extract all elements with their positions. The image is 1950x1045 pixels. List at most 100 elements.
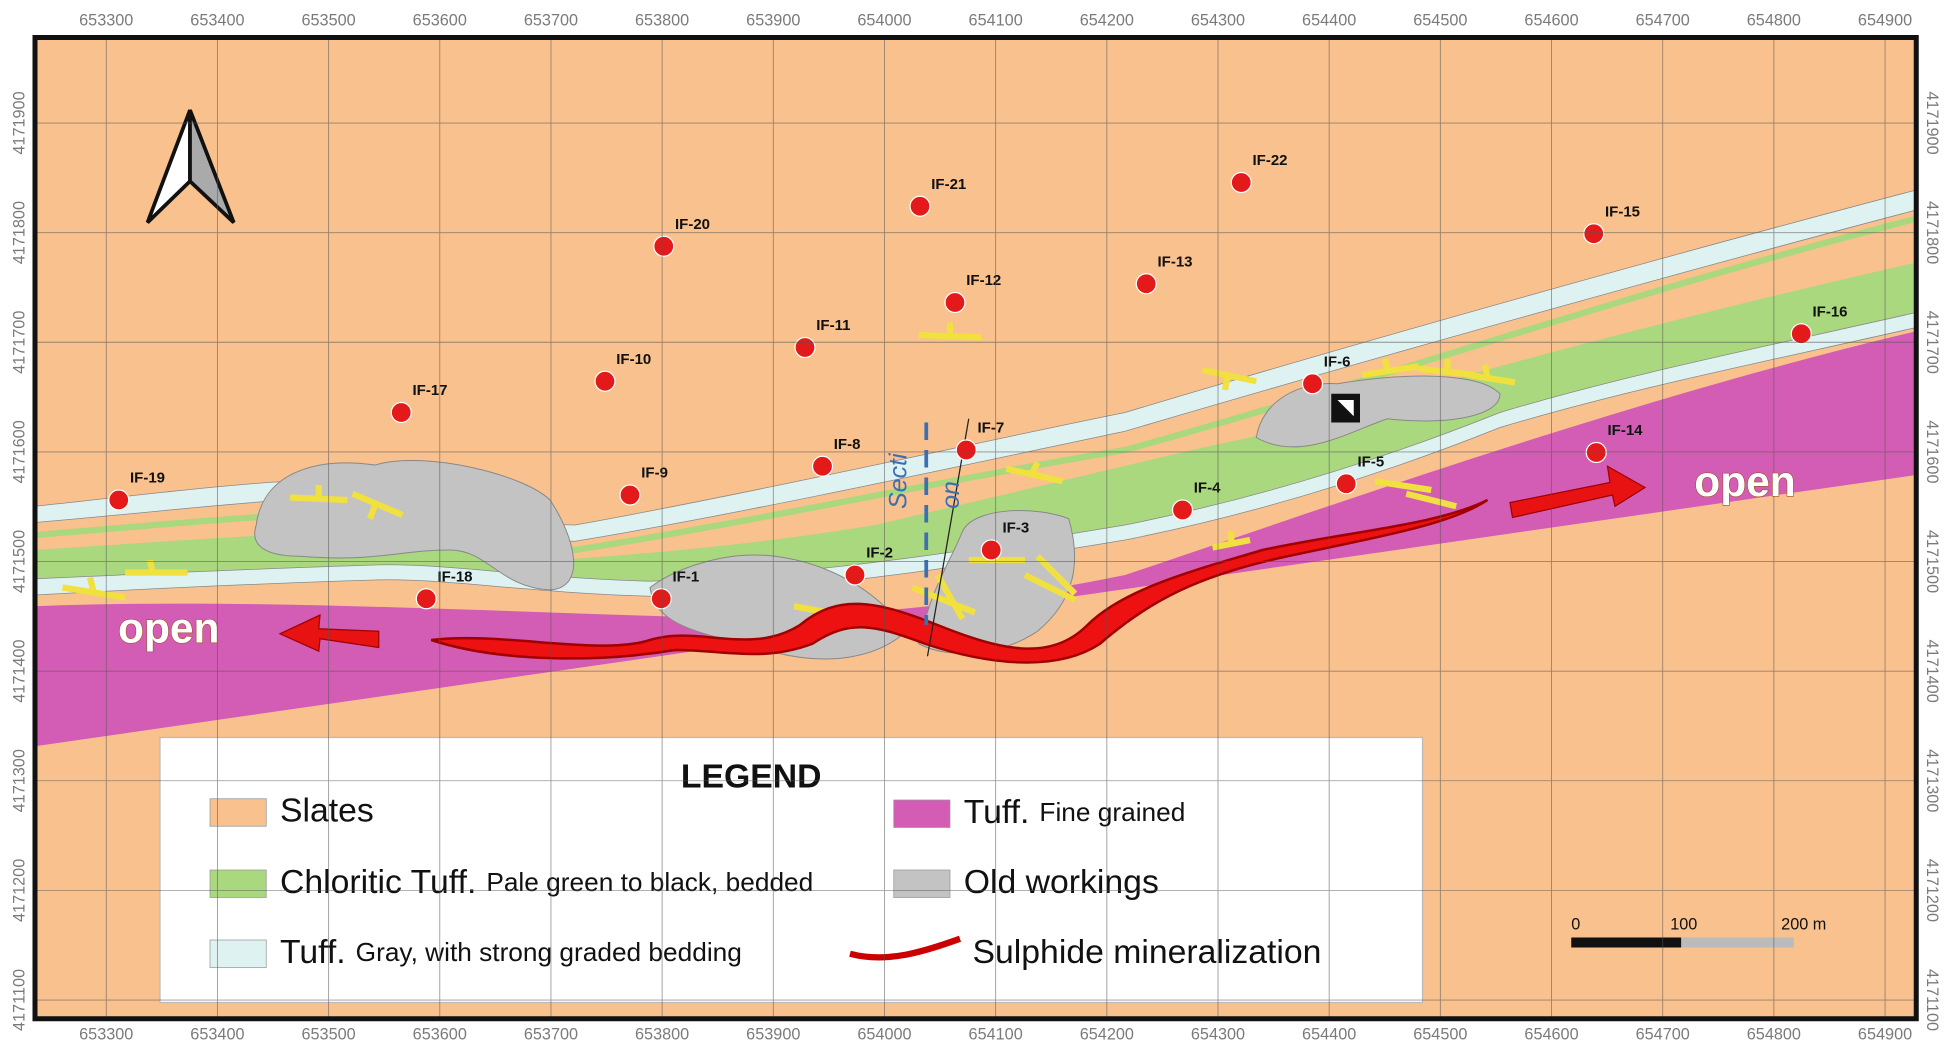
y-tick-label: 4171300: [1923, 749, 1941, 812]
x-tick-label: 654400: [1302, 1025, 1356, 1043]
drill-hole: [1583, 223, 1605, 245]
y-tick-label: 4171600: [10, 420, 28, 483]
drill-hole: [1230, 171, 1252, 194]
strike-symbol: [1005, 461, 1458, 510]
x-tick-label: 653300: [79, 1025, 133, 1043]
drill-hole: [944, 291, 966, 314]
legend-swatch: [209, 869, 267, 898]
legend-title: LEGEND: [681, 758, 822, 796]
drill-hole: [1335, 473, 1357, 495]
x-tick-label: 654100: [969, 1025, 1023, 1043]
legend-swatch: [209, 798, 267, 827]
legend-name: Tuff.: [280, 933, 346, 971]
y-tick-label: 4171500: [1923, 530, 1941, 593]
legend-label: Tuff. Gray, with strong graded bedding: [280, 933, 742, 971]
x-tick-label: 653700: [524, 12, 578, 30]
drill-hole-label: IF-8: [834, 436, 861, 453]
drill-hole-label: IF-15: [1605, 203, 1640, 220]
scale-label: 0: [1571, 915, 1580, 933]
x-tick-label: 653600: [413, 1025, 467, 1043]
old-working: [254, 459, 575, 591]
legend-label: Tuff. Fine grained: [964, 793, 1186, 831]
legend-label: Chloritic Tuff. Pale green to black, bedd…: [280, 863, 813, 901]
drill-hole: [844, 564, 866, 586]
section-label: Secti: [885, 452, 913, 509]
scale-gray: [1681, 937, 1794, 948]
drill-hole: [653, 235, 675, 257]
drill-hole: [811, 455, 834, 477]
north-arrow: [145, 109, 236, 224]
legend-name: Slates: [280, 791, 374, 829]
north-arrow-right: [188, 109, 236, 224]
x-tick-label: 654700: [1636, 1025, 1690, 1043]
drill-hole-label: IF-10: [616, 351, 651, 368]
strike-symbol: [62, 559, 188, 601]
x-tick-label: 653900: [746, 1025, 800, 1043]
map-icon-glyph: [1337, 400, 1354, 417]
legend-swatch: [209, 939, 267, 968]
legend-swatch: [893, 799, 951, 828]
drill-hole: [594, 370, 616, 392]
drill-hole-label: IF-5: [1358, 453, 1385, 470]
drill-hole: [1135, 273, 1157, 295]
legend-description: Fine grained: [1039, 797, 1185, 827]
open-arrow-left: [278, 613, 380, 653]
legend-name: Tuff.: [964, 793, 1030, 831]
drill-hole-label: IF-13: [1158, 253, 1193, 270]
scale-black: [1571, 937, 1682, 948]
drill-hole-label: IF-6: [1324, 353, 1351, 370]
drill-hole: [955, 439, 977, 461]
drill-hole: [1790, 323, 1812, 345]
drill-hole-label: IF-4: [1194, 480, 1221, 497]
x-tick-label: 653400: [190, 1025, 244, 1043]
drill-hole-label: IF-11: [816, 317, 850, 334]
x-tick-label: 654200: [1080, 1025, 1134, 1043]
x-tick-label: 653300: [79, 12, 133, 30]
legend-name: Old workings: [964, 863, 1159, 901]
tuff-gray-band: [35, 312, 1917, 597]
y-tick-label: 4171300: [10, 749, 28, 812]
x-tick-label: 654000: [857, 1025, 911, 1043]
y-tick-label: 4171200: [10, 859, 28, 922]
legend-description: Pale green to black, bedded: [486, 867, 813, 897]
legend-name: Sulphide mineralization: [973, 933, 1322, 971]
x-tick-label: 654000: [857, 12, 911, 30]
y-tick-label: 4171700: [1923, 311, 1941, 374]
open-label: open: [118, 605, 220, 652]
old-workings: [254, 375, 1501, 660]
open-arrow-right: [1509, 465, 1647, 519]
drill-hole-label: IF-19: [130, 470, 165, 487]
strike-symbol: [918, 322, 1257, 391]
x-tick-label: 653700: [524, 1025, 578, 1043]
scale-label: 100: [1670, 915, 1697, 933]
drill-hole: [1171, 499, 1194, 521]
x-tick-label: 654800: [1747, 12, 1801, 30]
x-tick-label: 654900: [1858, 1025, 1912, 1043]
legend-label: Slates: [280, 791, 374, 829]
drill-hole-label: IF-17: [413, 382, 448, 399]
y-tick-label: 4171400: [1923, 639, 1941, 702]
legend-label: Sulphide mineralization: [973, 933, 1322, 971]
drill-hole: [619, 484, 641, 506]
x-tick-label: 653400: [190, 12, 244, 30]
y-tick-label: 4171800: [1923, 201, 1941, 264]
drill-hole-label: IF-21: [931, 176, 966, 193]
strike-symbol: [289, 485, 404, 520]
chloritic-tuff-band: [35, 262, 1917, 582]
drill-hole: [390, 401, 412, 424]
x-tick-label: 653900: [746, 12, 800, 30]
old-working: [918, 510, 1076, 655]
drill-hole-label: IF-1: [673, 568, 700, 585]
drill-hole: [909, 195, 931, 217]
x-tick-label: 654600: [1524, 1025, 1578, 1043]
drill-hole: [650, 588, 672, 610]
open-label: open: [1694, 459, 1796, 506]
x-tick-label: 653800: [635, 12, 689, 30]
section-label: on: [937, 481, 965, 509]
y-tick-label: 4171600: [1923, 420, 1941, 483]
y-tick-label: 4171900: [10, 91, 28, 154]
legend-swatch: [849, 935, 962, 961]
sulphide-mineralization: [430, 498, 1489, 664]
drill-hole: [108, 489, 130, 511]
